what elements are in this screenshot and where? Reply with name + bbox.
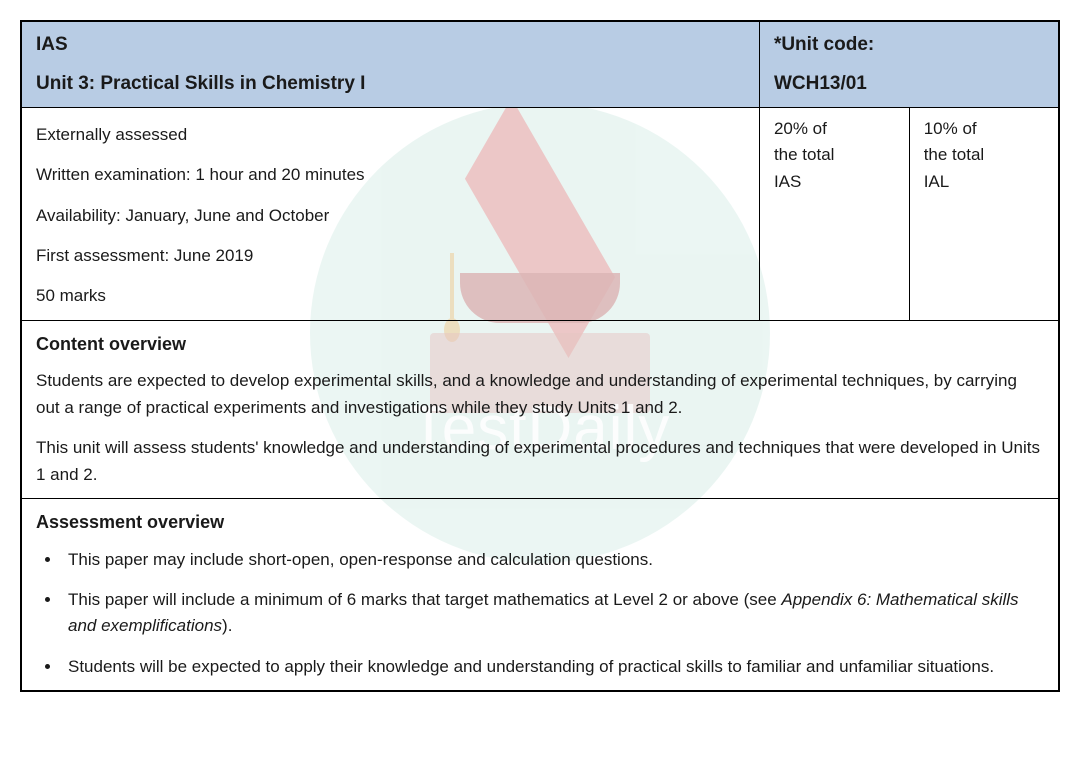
- specification-table: IAS Unit 3: Practical Skills in Chemistr…: [20, 20, 1060, 692]
- assessment-overview-title: Assessment overview: [36, 509, 1044, 537]
- header-right-cell: *Unit code: WCH13/01: [759, 21, 1059, 107]
- bullet2-post: ).: [222, 616, 232, 635]
- ias-pct-line: IAS: [774, 169, 895, 195]
- assessment-bullet-list: This paper may include short-open, open-…: [36, 547, 1044, 680]
- unit-code-value: WCH13/01: [774, 69, 1044, 98]
- ial-pct-line: 10% of: [924, 116, 1044, 142]
- assessment-info-cell: Externally assessed Written examination:…: [21, 107, 759, 320]
- info-line: 50 marks: [36, 283, 745, 309]
- ial-pct-line: IAL: [924, 169, 1044, 195]
- info-line: Availability: January, June and October: [36, 203, 745, 229]
- ias-weighting-cell: 20% of the total IAS: [759, 107, 909, 320]
- assessment-bullet: This paper will include a minimum of 6 m…: [62, 587, 1044, 640]
- content-para: Students are expected to develop experim…: [36, 368, 1044, 421]
- assessment-bullet: Students will be expected to apply their…: [62, 654, 1044, 680]
- content-overview-title: Content overview: [36, 331, 1044, 359]
- unit-title: Unit 3: Practical Skills in Chemistry I: [36, 69, 745, 98]
- ias-pct-line: 20% of: [774, 116, 895, 142]
- ias-pct-line: the total: [774, 142, 895, 168]
- content-overview-cell: Content overview Students are expected t…: [21, 320, 1059, 498]
- info-line: First assessment: June 2019: [36, 243, 745, 269]
- qualification-label: IAS: [36, 30, 745, 59]
- assessment-overview-cell: Assessment overview This paper may inclu…: [21, 498, 1059, 691]
- ial-pct-line: the total: [924, 142, 1044, 168]
- content-para: This unit will assess students' knowledg…: [36, 435, 1044, 488]
- ial-weighting-cell: 10% of the total IAL: [909, 107, 1059, 320]
- header-left-cell: IAS Unit 3: Practical Skills in Chemistr…: [21, 21, 759, 107]
- info-line: Externally assessed: [36, 122, 745, 148]
- assessment-bullet: This paper may include short-open, open-…: [62, 547, 1044, 573]
- info-line: Written examination: 1 hour and 20 minut…: [36, 162, 745, 188]
- unit-code-label: *Unit code:: [774, 30, 1044, 59]
- bullet2-pre: This paper will include a minimum of 6 m…: [68, 590, 781, 609]
